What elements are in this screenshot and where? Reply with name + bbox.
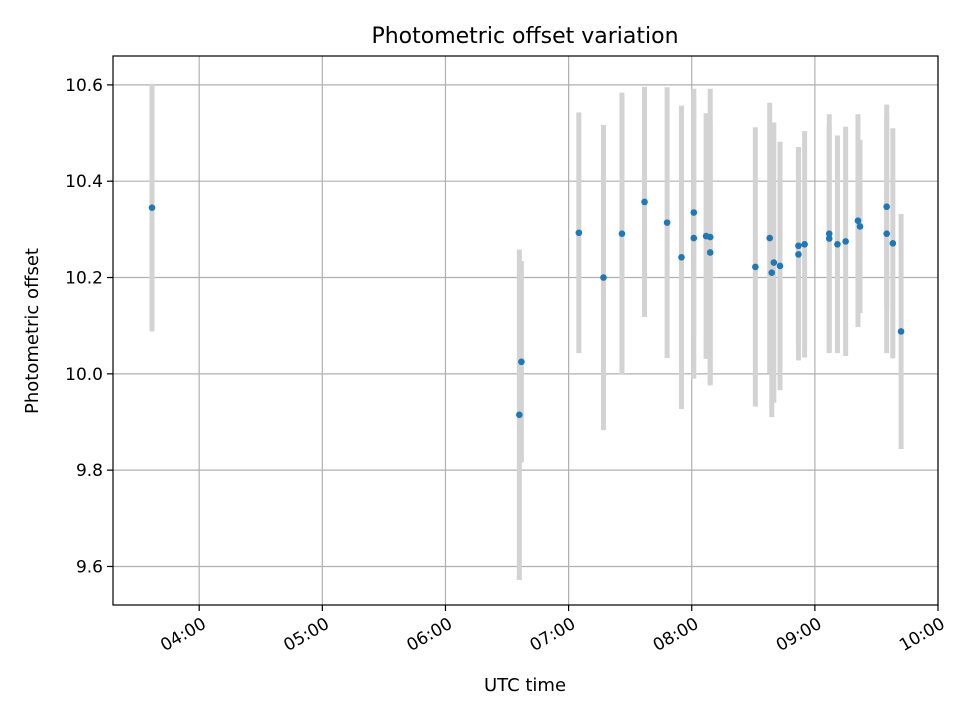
data-point — [795, 251, 802, 258]
data-point — [897, 328, 905, 335]
data-point — [575, 229, 583, 237]
x-tick-label: 04:00 — [157, 614, 209, 656]
y-tick-label: 10.6 — [65, 76, 103, 96]
x-axis-label: UTC time — [484, 675, 566, 696]
data-point — [883, 203, 890, 211]
x-tick-label: 06:00 — [404, 614, 456, 656]
x-tick-label: 10:00 — [896, 614, 948, 656]
x-tick-label: 07:00 — [527, 614, 579, 656]
data-point — [663, 219, 671, 226]
data-point — [801, 240, 808, 248]
data-point — [770, 259, 778, 266]
y-axis-label: Photometric offset — [22, 248, 43, 414]
data-point — [706, 249, 714, 256]
y-tick-label: 10.2 — [65, 269, 103, 289]
data-point — [889, 240, 897, 247]
data-point — [690, 209, 698, 216]
data-point — [618, 230, 626, 238]
data-point — [842, 238, 849, 245]
data-point — [825, 230, 833, 238]
x-tick-label: 08:00 — [650, 614, 702, 656]
y-tick-label: 10.0 — [65, 365, 103, 385]
y-tick-label: 9.6 — [76, 557, 103, 577]
data-point — [641, 198, 648, 206]
data-point — [856, 223, 864, 230]
data-point — [690, 234, 698, 242]
data-point — [883, 230, 890, 238]
plot-frame — [112, 55, 939, 606]
chart-title: Photometric offset variation — [371, 24, 678, 49]
data-points — [148, 198, 905, 419]
data-point — [795, 242, 802, 250]
data-point — [148, 204, 156, 211]
data-point — [854, 217, 862, 224]
data-point — [834, 240, 841, 248]
y-tick-label: 9.8 — [76, 461, 103, 481]
data-point — [516, 411, 523, 419]
y-axis-ticks: 9.6 9.8 10.0 10.2 10.4 10.6 — [65, 76, 113, 577]
grid — [113, 56, 939, 605]
data-point — [600, 274, 607, 281]
data-point — [752, 263, 759, 271]
data-point — [518, 358, 525, 366]
data-point — [776, 262, 784, 270]
x-tick-label: 05:00 — [280, 614, 332, 656]
data-point — [678, 253, 685, 261]
data-point — [825, 235, 833, 242]
data-point — [768, 269, 776, 277]
data-point — [706, 233, 714, 241]
x-axis-ticks: 04:00 05:00 06:00 07:00 08:00 09:00 10:00 — [157, 605, 949, 656]
x-tick-label: 09:00 — [773, 614, 825, 656]
error-bars — [149, 83, 904, 580]
y-tick-label: 10.4 — [65, 172, 103, 192]
data-point — [766, 234, 774, 242]
